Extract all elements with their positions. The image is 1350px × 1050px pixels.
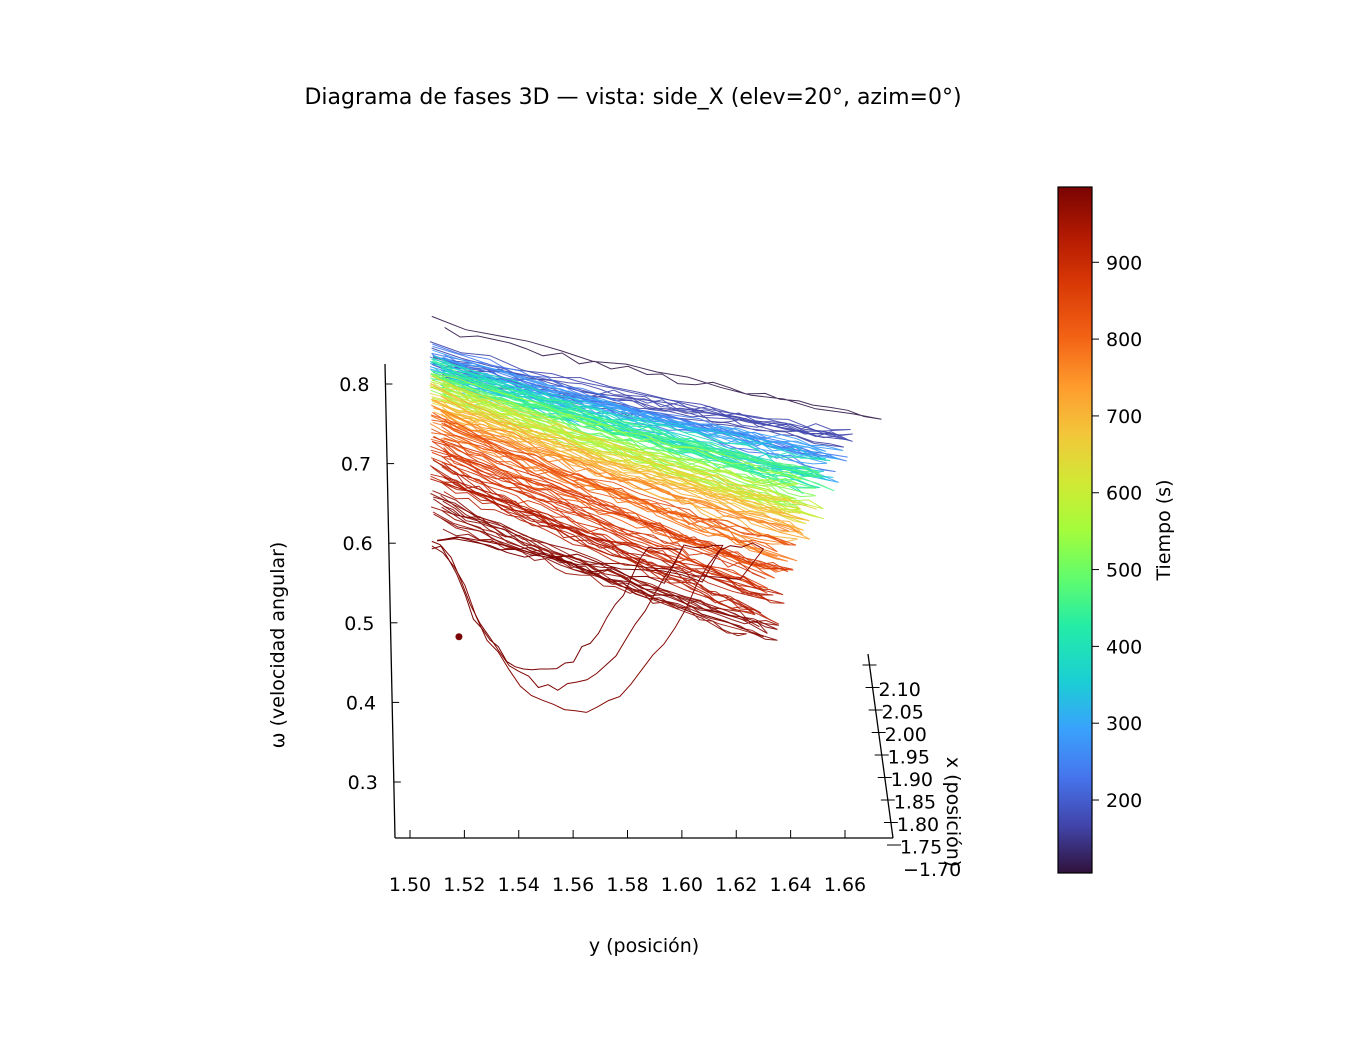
y-axis-ticks: 1.50 1.52 1.54 1.56 1.58 1.60 1.62 1.64 1.66 (389, 830, 866, 896)
trajectory-segment-75 (432, 436, 793, 570)
trajectory-segment-34 (431, 374, 820, 473)
trajectory-segment-70 (431, 419, 797, 546)
colorbar-tick-label: 300 (1106, 713, 1142, 735)
trajectory-segment-97 (431, 538, 683, 671)
omega-tick-label: 0.4 (346, 692, 376, 714)
colorbar-tick-label: 500 (1106, 560, 1142, 582)
y-tick-label: 1.62 (715, 874, 757, 896)
omega-tick-label: 0.7 (341, 454, 371, 476)
y-tick-label: 1.54 (498, 874, 540, 896)
trajectory-segment-83 (433, 459, 756, 616)
trajectory-segment-87 (432, 458, 755, 614)
trajectory-segment-0 (431, 315, 882, 420)
y-tick-label: 1.64 (769, 874, 811, 896)
colorbar-tick-label: 800 (1106, 329, 1142, 351)
trajectory-segment-47 (431, 397, 798, 487)
trajectory-segment-58 (431, 399, 798, 543)
colorbar-gradient (1057, 186, 1093, 874)
omega-axis-label: ω (velocidad angular) (267, 542, 289, 749)
trajectory-segment-68 (430, 414, 778, 553)
trajectory-segment-96 (431, 536, 724, 691)
x-tick-label: 1.95 (888, 747, 930, 769)
colorbar-tick-label: 400 (1106, 636, 1142, 658)
colorbar-ticks: 200 300 400 500 600 700 800 900 (1092, 252, 1142, 812)
omega-axis-line (384, 363, 396, 839)
x-tick-label: 1.85 (894, 792, 936, 814)
x-tick-label: 2.10 (878, 679, 920, 701)
trajectory-segment-89 (432, 490, 760, 628)
trajectory-segment-54 (430, 375, 817, 510)
trajectory-segment-92 (433, 513, 778, 630)
trajectory-segment-67 (431, 432, 791, 546)
x-tick-label: 2.05 (882, 702, 924, 724)
x-axis-line (867, 653, 894, 839)
trajectory-series (429, 315, 882, 713)
trajectory-segment-16 (432, 349, 828, 465)
y-tick-label: 1.60 (661, 874, 703, 896)
y-tick-label: 1.58 (606, 874, 648, 896)
trajectory-segment-80 (432, 441, 768, 594)
trajectory-segment-85 (430, 473, 774, 596)
trajectory-segment-36 (430, 373, 822, 476)
omega-tick-label: 0.3 (348, 772, 378, 794)
x-tick-label: 1.75 (900, 837, 942, 859)
trajectory-segment-78 (430, 445, 789, 573)
trajectory-segment-91 (430, 493, 747, 637)
omega-axis-ticks: 0.3 0.4 0.5 0.6 0.7 0.8 (339, 374, 401, 794)
x-tick-label: 1.80 (897, 814, 939, 836)
trajectory-marker (455, 633, 463, 641)
x-tick-label: 2.00 (885, 724, 927, 746)
trajectory-segment-21 (430, 361, 826, 460)
y-tick-label: 1.50 (389, 874, 431, 896)
x-axis-label: x (posición) (942, 757, 964, 867)
omega-tick-label: 0.6 (343, 533, 373, 555)
trajectory-segment-79 (430, 449, 766, 580)
trajectory-segment-94 (433, 498, 778, 641)
x-tick-label: 1.90 (891, 769, 933, 791)
trajectory-segment-95 (431, 536, 765, 713)
colorbar-tick-label: 700 (1106, 406, 1142, 428)
trajectory-segment-64 (432, 421, 798, 562)
colorbar-tick-label: 200 (1106, 790, 1142, 812)
omega-tick-label: 0.8 (339, 374, 369, 396)
y-axis-label: y (posición) (589, 935, 699, 957)
trajectory-segment-82 (430, 475, 784, 596)
trajectory-segment-52 (429, 392, 793, 502)
x-tick-label: −1.70 (903, 859, 961, 881)
trajectory-segment-84 (430, 478, 785, 604)
omega-tick-label: 0.5 (344, 613, 374, 635)
y-tick-label: 1.66 (824, 874, 866, 896)
trajectory-segment-56 (430, 383, 804, 535)
colorbar-tick-label: 900 (1106, 252, 1142, 274)
trajectory-segment-14 (432, 355, 840, 460)
y-tick-label: 1.52 (443, 874, 485, 896)
trajectory-segment-77 (430, 457, 762, 589)
colorbar-tick-label: 600 (1106, 483, 1142, 505)
colorbar-label: Tiempo (s) (1153, 480, 1175, 582)
trajectory-segment-53 (429, 384, 807, 525)
axes: 1.50 1.52 1.54 1.56 1.58 1.60 1.62 1.64 1.66 0.3… (339, 363, 961, 896)
x-axis-ticks: 2.102.052.001.951.901.851.801.75−1.70 (862, 664, 961, 881)
trajectory-segment-88 (433, 496, 768, 634)
y-tick-label: 1.56 (552, 874, 594, 896)
chart-title: Diagrama de fases 3D — vista: side_X (el… (304, 85, 961, 110)
trajectory-segment-65 (431, 415, 789, 532)
colorbar: 200 300 400 500 600 700 800 900 Tiempo (s) (1057, 186, 1175, 874)
trajectory-segment-63 (432, 406, 800, 533)
